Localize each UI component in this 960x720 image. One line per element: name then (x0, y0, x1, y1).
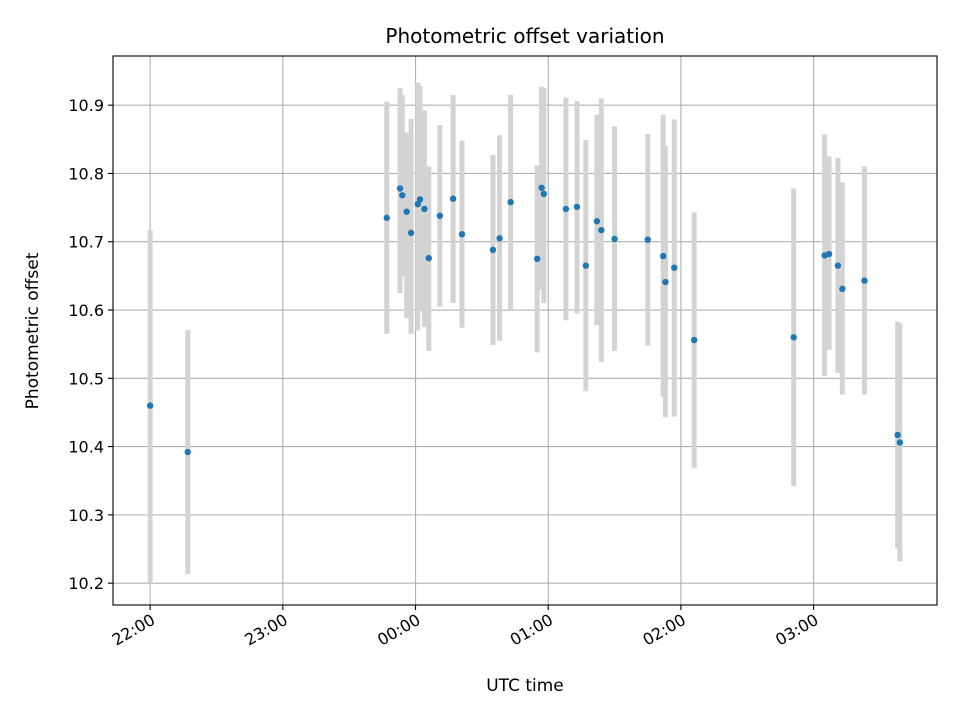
data-point (582, 262, 590, 269)
data-point (421, 205, 428, 213)
y-tick-label: 10.2 (68, 574, 104, 593)
data-point (839, 285, 846, 293)
data-point (896, 439, 904, 446)
y-axis-label: Photometric offset (23, 252, 43, 409)
data-point (416, 196, 424, 203)
data-point (489, 246, 497, 254)
y-tick-label: 10.7 (68, 233, 104, 252)
data-point (496, 235, 503, 242)
data-point (146, 402, 154, 409)
data-point (662, 278, 669, 286)
data-point (660, 252, 667, 260)
data-point (671, 264, 678, 271)
y-tick-label: 10.4 (68, 438, 104, 457)
data-point (834, 262, 842, 269)
data-point (184, 448, 191, 456)
data-point (507, 198, 514, 206)
data-point (414, 200, 421, 208)
data-point (533, 255, 541, 263)
data-point (436, 212, 444, 219)
data-point (562, 205, 570, 213)
data-point (611, 235, 618, 243)
data-point (825, 250, 833, 258)
data-point (407, 229, 415, 237)
data-point (396, 185, 404, 192)
data-point (690, 336, 698, 344)
x-axis-label: UTC time (486, 676, 564, 696)
data-point (399, 192, 406, 199)
point-layer (146, 184, 904, 456)
y-tick-label: 10.5 (68, 369, 104, 388)
data-point (861, 277, 868, 284)
data-point (790, 334, 797, 341)
data-point (383, 214, 390, 222)
chart-title: Photometric offset variation (385, 24, 664, 48)
y-tick-label: 10.9 (68, 96, 104, 115)
data-point (538, 184, 545, 191)
data-point (598, 226, 605, 234)
data-point (425, 254, 433, 262)
y-tick-label: 10.6 (68, 301, 104, 320)
data-point (403, 208, 410, 215)
y-tick-label: 10.8 (68, 164, 104, 183)
y-tick-label: 10.3 (68, 506, 104, 525)
data-point (593, 218, 601, 225)
data-point (540, 190, 547, 198)
data-point (458, 231, 466, 238)
data-point (894, 431, 901, 439)
plot-frame (112, 55, 938, 606)
data-point (644, 236, 651, 243)
data-point (449, 195, 457, 202)
data-point (573, 203, 581, 211)
